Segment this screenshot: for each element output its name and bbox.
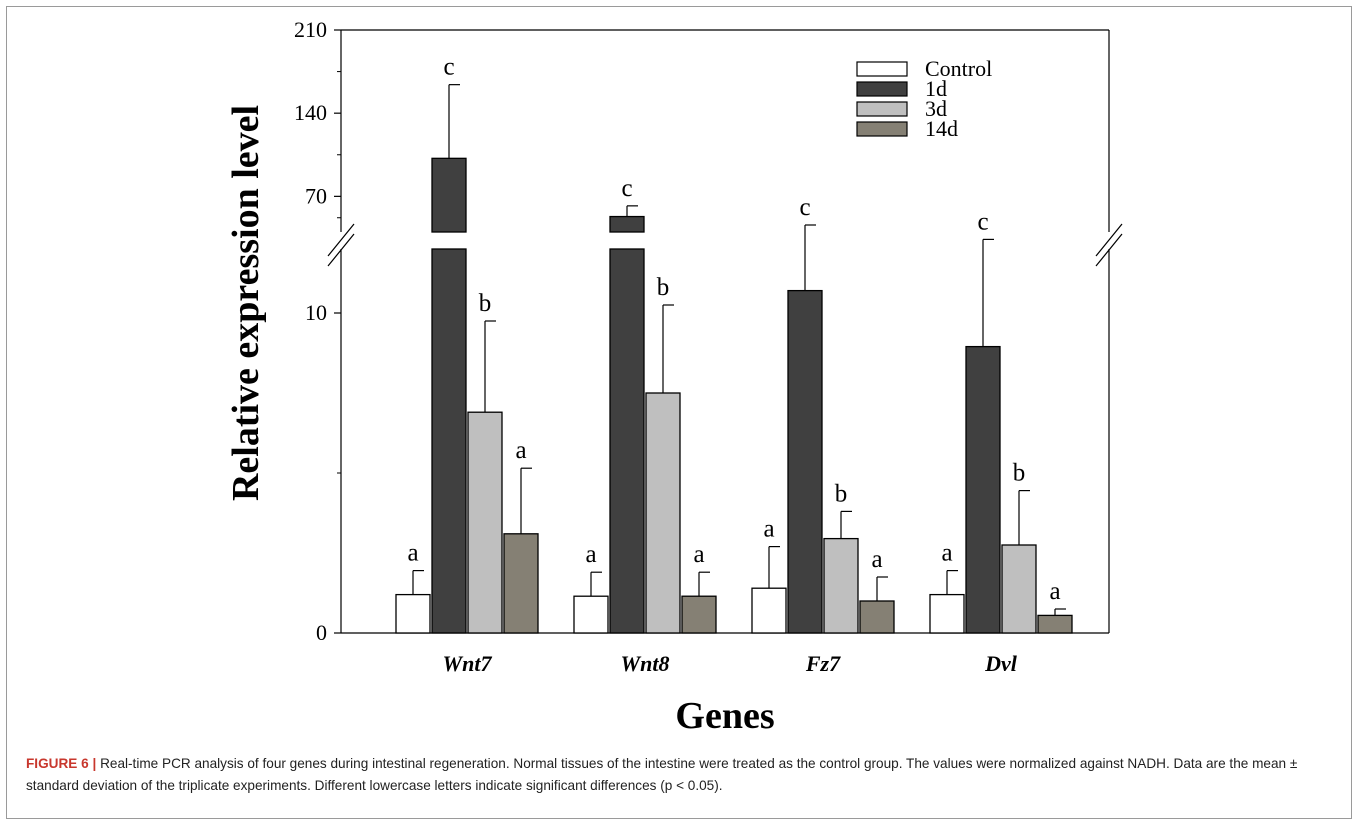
significance-letter: b xyxy=(1013,460,1026,487)
bar xyxy=(681,595,717,634)
y-tick-label: 10 xyxy=(305,300,327,325)
significance-letter: c xyxy=(443,54,454,81)
x-tick-label: Wnt8 xyxy=(621,651,670,676)
figure-caption: FIGURE 6 | Real-time PCR analysis of fou… xyxy=(26,753,1326,797)
significance-letter: a xyxy=(941,540,952,567)
bar xyxy=(965,345,1001,634)
significance-letter: a xyxy=(407,540,418,567)
figure-frame xyxy=(6,6,1352,819)
figure-caption-text: Real-time PCR analysis of four genes dur… xyxy=(26,756,1298,793)
x-tick-label: Fz7 xyxy=(805,651,841,676)
x-tick-label: Wnt7 xyxy=(443,651,493,676)
significance-letter: a xyxy=(871,546,882,573)
y-tick-label: 70 xyxy=(305,183,327,208)
y-tick-label: 210 xyxy=(294,17,327,42)
significance-letter: b xyxy=(657,274,670,301)
y-tick-label: 0 xyxy=(316,620,327,645)
bar xyxy=(573,595,609,634)
x-tick-label: Dvl xyxy=(984,651,1018,676)
legend-swatch xyxy=(856,121,908,137)
axis-break-mark-left xyxy=(327,233,355,267)
figure-label: FIGURE 6 | xyxy=(26,756,97,771)
legend-label: 14d xyxy=(925,116,958,141)
bar-chart: 0 10 70 140 210 a a a a c c c c b b b b a a a a Wnt7 Wnt8 Fz7 Dv… xyxy=(225,17,1123,737)
bar xyxy=(787,289,823,634)
legend-label: Control xyxy=(925,56,992,81)
significance-letter: b xyxy=(835,480,848,507)
significance-letter: a xyxy=(515,437,526,464)
significance-letter: c xyxy=(799,194,810,221)
legend-swatch xyxy=(856,101,908,117)
bar-upper-segment xyxy=(431,157,467,233)
legend-label: 1d xyxy=(925,76,947,101)
bar xyxy=(859,600,895,634)
significance-letter: c xyxy=(977,208,988,235)
y-axis-label: Relative expression level xyxy=(225,105,267,501)
bar xyxy=(609,248,645,634)
significance-letter: b xyxy=(479,290,492,317)
bar xyxy=(1037,614,1073,634)
axis-break-mark-right xyxy=(1095,223,1123,257)
bar-upper-segment xyxy=(609,215,645,233)
bar xyxy=(1001,544,1037,634)
significance-letter: a xyxy=(763,516,774,543)
bar xyxy=(645,392,681,634)
significance-letter: c xyxy=(621,175,632,202)
legend-swatch xyxy=(856,81,908,97)
bar xyxy=(431,248,467,634)
bar xyxy=(467,411,503,634)
bar xyxy=(395,593,431,634)
plot-layer: 0 10 70 140 210 a a a a c c c c b b b b a a a a Wnt7 Wnt8 Fz7 Dv… xyxy=(294,17,1123,676)
legend-swatch xyxy=(856,61,908,77)
axis-break-mark-left xyxy=(327,223,355,257)
significance-letter: a xyxy=(693,541,704,568)
legend-label: 3d xyxy=(925,96,947,121)
y-tick-label: 140 xyxy=(294,100,327,125)
bar xyxy=(823,537,859,634)
bar xyxy=(751,587,787,634)
x-axis-label: Genes xyxy=(675,695,774,737)
significance-letter: a xyxy=(585,541,596,568)
significance-letter: a xyxy=(1049,578,1060,605)
bar xyxy=(503,533,539,634)
axis-break-mark-right xyxy=(1095,233,1123,267)
bar xyxy=(929,593,965,634)
